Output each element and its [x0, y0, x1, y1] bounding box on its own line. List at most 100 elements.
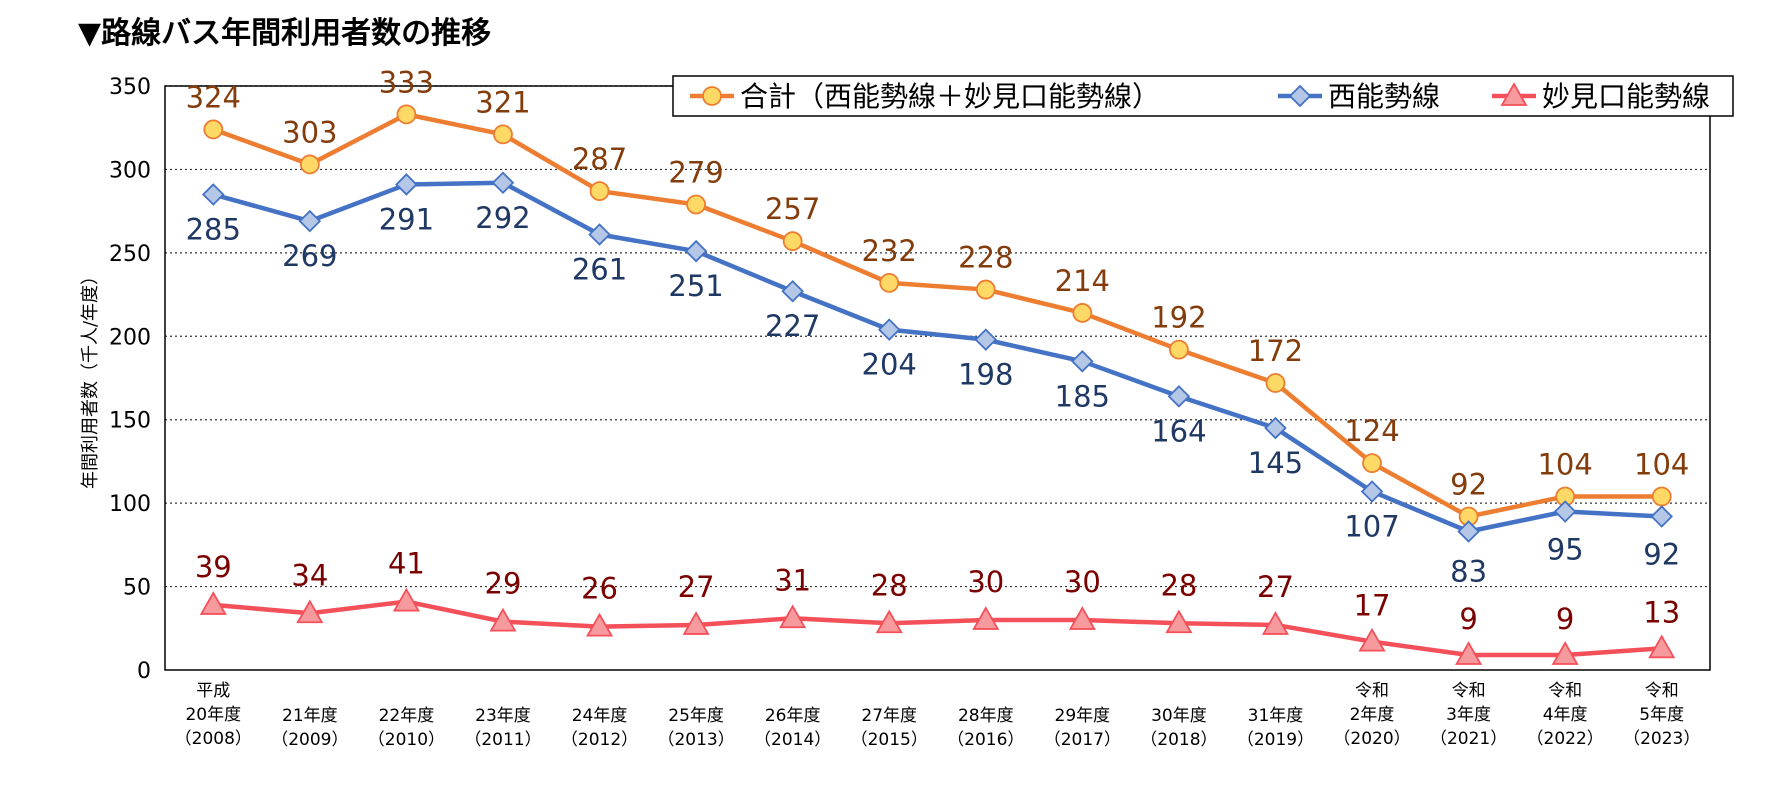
legend-label-nishinose: 西能勢線	[1328, 80, 1440, 113]
data-point-nishinose	[1167, 385, 1191, 408]
x-tick-label: （2010）	[368, 730, 445, 750]
data-label-total: 232	[862, 234, 917, 268]
x-tick-label: 令和	[1548, 681, 1582, 701]
legend-marker-total	[702, 86, 722, 106]
x-tick-label: 4年度	[1543, 705, 1588, 725]
x-tick-label: 平成	[196, 681, 230, 701]
data-point-total	[1265, 373, 1286, 393]
y-axis: 0 50 100 150 200 250 300 350 年間利用者数（千人/年度）	[80, 75, 151, 684]
x-tick-label: （2012）	[561, 730, 638, 750]
data-point-total	[589, 181, 610, 202]
data-point-nishinose	[1650, 505, 1673, 528]
data-point-myokenguchi	[1261, 611, 1290, 635]
data-point-nishinose	[877, 318, 901, 341]
data-label-myokenguchi: 26	[581, 572, 618, 606]
data-point-myokenguchi	[779, 604, 807, 629]
data-label-nishinose: 261	[572, 253, 627, 287]
x-tick-label: 5年度	[1639, 705, 1684, 725]
x-tick-label: 25年度	[668, 706, 724, 726]
data-label-total: 228	[958, 241, 1013, 275]
data-point-nishinose	[298, 209, 322, 233]
data-point-total	[493, 124, 513, 145]
x-tick-label: （2008）	[175, 729, 252, 749]
data-label-myokenguchi: 28	[871, 568, 908, 602]
x-tick-label: （2013）	[657, 730, 734, 750]
data-label-nishinose: 251	[668, 269, 723, 303]
data-point-myokenguchi	[392, 587, 420, 612]
x-tick-label: （2023）	[1623, 729, 1700, 749]
chart-title: ▼路線バス年間利用者数の推移	[78, 16, 492, 51]
data-label-nishinose: 291	[379, 202, 434, 236]
x-tick-label: 3年度	[1446, 705, 1491, 725]
legend-marker-nishinose	[1288, 84, 1312, 108]
data-label-myokenguchi: 30	[1064, 565, 1101, 599]
x-tick-label: 23年度	[475, 706, 531, 726]
data-point-nishinose	[588, 223, 611, 246]
data-point-nishinose	[1553, 500, 1577, 523]
x-tick-label: （2016）	[947, 730, 1024, 750]
legend-label-total: 合計（西能勢線＋妙見口能勢線）	[740, 80, 1160, 113]
data-label-total: 324	[186, 80, 241, 114]
data-point-nishinose	[1071, 350, 1094, 373]
data-label-myokenguchi: 29	[485, 567, 522, 601]
data-label-myokenguchi: 13	[1643, 595, 1680, 629]
x-tick-label: （2022）	[1527, 729, 1604, 749]
y-tick-label: 0	[137, 659, 151, 684]
data-label-myokenguchi: 39	[195, 550, 232, 584]
x-tick-label: 26年度	[765, 706, 821, 726]
x-tick-label: 28年度	[958, 706, 1014, 726]
y-axis-label: 年間利用者数（千人/年度）	[80, 267, 101, 489]
data-point-total	[1169, 339, 1189, 360]
data-label-myokenguchi: 27	[678, 570, 715, 604]
series-line-myokenguchi	[213, 599, 1662, 658]
x-tick-label: 令和	[1355, 681, 1389, 701]
x-tick-label: 30年度	[1151, 706, 1207, 726]
data-point-myokenguchi	[875, 609, 903, 634]
data-point-nishinose	[202, 183, 225, 206]
x-tick-label: （2014）	[754, 730, 831, 750]
data-point-myokenguchi	[585, 612, 614, 637]
data-label-myokenguchi: 41	[388, 547, 425, 581]
data-point-myokenguchi	[1068, 606, 1096, 630]
data-label-total: 279	[668, 155, 723, 189]
data-point-nishinose	[491, 171, 515, 195]
y-tick-label: 300	[109, 158, 151, 183]
data-label-total: 214	[1055, 264, 1110, 298]
data-label-total: 333	[379, 65, 434, 99]
x-axis: 平成 20年度 （2008） 21年度 （2009） 22年度 （2010） 23年度 （201…	[175, 681, 1701, 750]
data-point-total	[1651, 486, 1672, 507]
x-tick-label: 令和	[1645, 681, 1679, 701]
data-point-nishinose	[781, 279, 804, 303]
data-point-total	[686, 194, 706, 215]
x-tick-label: 20年度	[185, 705, 241, 725]
y-tick-label: 150	[109, 409, 151, 434]
data-label-total: 104	[1634, 447, 1689, 481]
series-line-nishinose	[212, 180, 1662, 534]
data-label-nishinose: 145	[1248, 446, 1303, 480]
data-point-nishinose	[1360, 480, 1384, 503]
data-point-myokenguchi	[1648, 634, 1676, 659]
x-tick-label: （2011）	[464, 730, 541, 750]
x-tick-label: 27年度	[861, 706, 917, 726]
y-tick-label: 200	[109, 325, 151, 350]
data-label-nishinose: 269	[282, 239, 337, 273]
x-tick-label: （2019）	[1237, 730, 1314, 750]
data-label-nishinose: 292	[475, 201, 530, 235]
x-tick-label: 24年度	[572, 706, 628, 726]
data-point-total	[396, 104, 417, 125]
y-tick-label: 100	[109, 492, 151, 517]
data-label-nishinose: 227	[765, 309, 820, 343]
data-label-nishinose: 92	[1643, 537, 1680, 571]
data-point-nishinose	[1264, 416, 1287, 440]
data-label-total: 303	[282, 115, 337, 149]
data-point-nishinose	[684, 239, 708, 263]
data-label-total: 92	[1450, 467, 1487, 501]
data-point-myokenguchi	[1551, 641, 1579, 665]
legend-marker-myokenguchi	[1500, 82, 1528, 106]
data-point-myokenguchi	[296, 599, 324, 624]
data-label-nishinose: 107	[1344, 509, 1399, 543]
data-label-myokenguchi: 28	[1160, 568, 1197, 602]
data-label-nishinose: 204	[862, 348, 917, 382]
data-label-total: 172	[1248, 334, 1303, 368]
data-point-myokenguchi	[199, 591, 227, 615]
